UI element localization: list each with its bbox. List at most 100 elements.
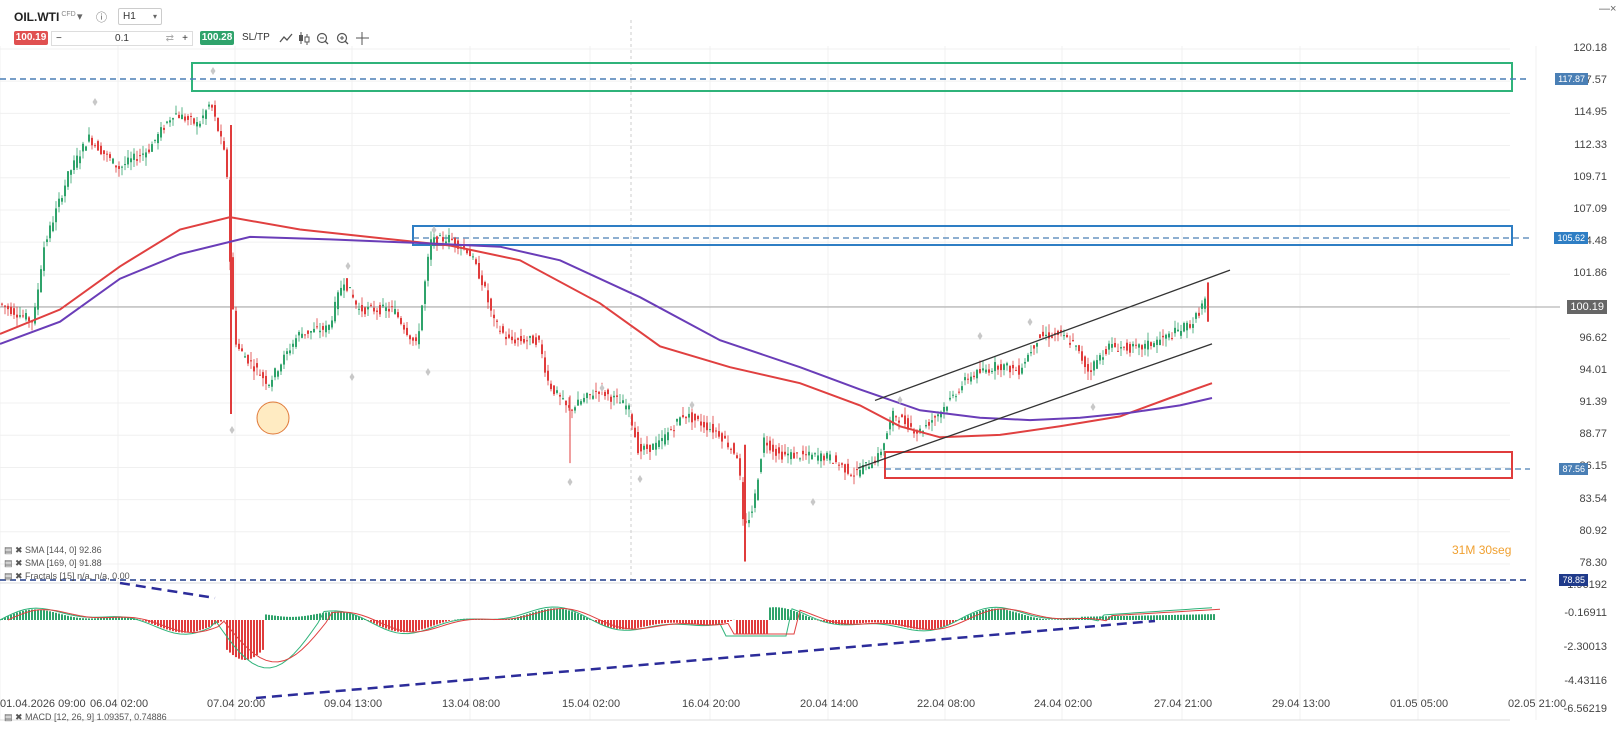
macd-bar (94, 618, 96, 620)
candle-body (40, 269, 42, 293)
candle-body (235, 310, 237, 345)
candle-body (106, 153, 108, 155)
candle-body (490, 298, 492, 311)
candle-body (109, 154, 111, 158)
candle-body (751, 511, 753, 513)
price-tick-label: 101.86 (1573, 267, 1607, 280)
macd-bar (1207, 614, 1209, 620)
macd-bar (901, 620, 903, 627)
macd-bar (25, 610, 27, 620)
timeframe-select[interactable]: H1 ▾ (118, 8, 162, 25)
macd-bar (70, 616, 72, 620)
symbol-label[interactable]: OIL.WTI CFD (14, 10, 76, 24)
price-level-label: 87.56 (1559, 463, 1588, 475)
macd-bar (1012, 611, 1014, 620)
line-chart-icon[interactable] (279, 33, 293, 43)
candle-body (304, 334, 306, 336)
candle-body (643, 445, 645, 450)
fractal-marker (810, 498, 816, 506)
candle-body (616, 395, 618, 397)
macd-bar (1030, 616, 1032, 620)
candle-body (166, 121, 168, 123)
fractal-marker (1090, 403, 1096, 411)
quantity-value[interactable]: 0.1 (115, 33, 129, 44)
macd-bar (52, 612, 54, 620)
channel-lower-line (857, 343, 1213, 469)
legend-fractals[interactable]: ▤ ✖ Fractals [15] n/a, n/a, 0.00 (4, 571, 130, 581)
candle-body (175, 113, 177, 115)
candle-body (355, 300, 357, 305)
candle-body (619, 402, 621, 404)
candle-body (763, 437, 765, 453)
crosshair-icon[interactable] (356, 32, 369, 45)
fractal-marker (1027, 318, 1033, 326)
sltp-button[interactable]: SL/TP (242, 32, 270, 43)
candle-body (313, 328, 315, 333)
macd-bar (250, 620, 252, 659)
sell-button[interactable]: 100.19 (14, 31, 48, 45)
candle-body (1198, 312, 1200, 316)
macd-bar (358, 616, 360, 620)
macd-bar (220, 620, 222, 622)
macd-bar (22, 610, 24, 620)
price-level-label: 117.87 (1555, 73, 1588, 85)
candle-body (676, 419, 678, 422)
candle-body (703, 421, 705, 428)
candle-body (928, 422, 930, 426)
info-icon[interactable]: ⓘ (96, 12, 107, 24)
increase-quantity-button[interactable]: + (182, 33, 188, 44)
macd-bar (883, 620, 885, 623)
price-tick-label: 94.01 (1579, 363, 1607, 376)
macd-bar (808, 616, 810, 620)
macd-bar (289, 616, 291, 620)
macd-bar (610, 620, 612, 628)
candle-body (826, 452, 828, 459)
candle-body (283, 354, 285, 365)
candles-icon[interactable] (299, 32, 310, 45)
macd-bar (994, 608, 996, 620)
macd-bar (673, 620, 675, 623)
zoom-in-icon[interactable] (336, 32, 349, 45)
legend-sma169[interactable]: ▤ ✖ SMA [169, 0] 91.88 (4, 558, 102, 568)
macd-bar (430, 620, 432, 627)
fractal-marker (425, 368, 431, 376)
candle-body (58, 198, 60, 207)
macd-bar (1165, 615, 1167, 620)
candle-body (364, 307, 366, 315)
chevron-down-icon[interactable]: ▾ (77, 11, 83, 23)
macd-bar (448, 620, 450, 621)
macd-bar (754, 620, 756, 635)
macd-bar (577, 613, 579, 620)
macd-bar (175, 620, 177, 632)
macd-bar (427, 620, 429, 628)
macd-bar (166, 620, 168, 630)
minimize-button[interactable]: — (1599, 3, 1610, 15)
quantity-input[interactable]: − 0.1 ⇄ + (51, 31, 193, 46)
macd-bar (259, 620, 261, 653)
candle-body (82, 143, 84, 152)
candle-body (1036, 343, 1038, 347)
candle-body (226, 149, 228, 177)
zoom-out-icon[interactable] (316, 32, 329, 45)
swap-icon[interactable]: ⇄ (165, 33, 174, 44)
macd-bar (91, 618, 93, 620)
buy-button[interactable]: 100.28 (200, 31, 234, 45)
macd-histogram (1, 607, 1215, 660)
decrease-quantity-button[interactable]: − (56, 33, 62, 44)
candle-body (1108, 343, 1110, 350)
legend-macd[interactable]: ▤ ✖ MACD [12, 26, 9] 1.09357, 0.74886 (4, 712, 167, 722)
close-button[interactable]: × (1610, 3, 1617, 15)
candle-body (415, 337, 417, 342)
candle-body (1201, 303, 1203, 309)
candle-body (250, 360, 252, 362)
candle-body (646, 444, 648, 449)
candle-body (1174, 327, 1176, 334)
macd-bar (313, 614, 315, 620)
candle-body (670, 429, 672, 431)
macd-bar (79, 617, 81, 620)
macd-bar (715, 620, 717, 625)
candle-body (991, 370, 993, 373)
candle-body (379, 305, 381, 315)
legend-sma144[interactable]: ▤ ✖ SMA [144, 0] 92.86 (4, 545, 102, 555)
